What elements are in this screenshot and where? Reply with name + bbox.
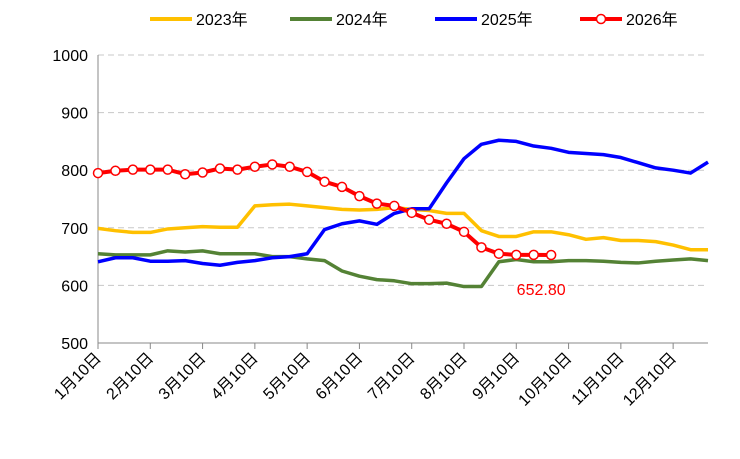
point-marker: [127, 164, 139, 175]
y-tick-label: 700: [61, 221, 88, 238]
y-tick-label: 900: [61, 106, 88, 123]
point-marker: [371, 198, 383, 209]
x-tick-label: 3月10日: [156, 350, 210, 404]
y-tick-label: 1000: [52, 48, 88, 65]
point-marker: [110, 165, 121, 177]
point-marker: [249, 161, 261, 172]
point-marker: [232, 164, 243, 175]
x-tick-label: 6月10日: [313, 350, 367, 404]
point-marker: [336, 181, 348, 193]
legend-label: 2025年: [481, 11, 533, 29]
point-marker: [493, 248, 505, 259]
point-marker: [476, 242, 487, 253]
point-marker: [511, 249, 522, 261]
y-tick-label: 600: [61, 278, 88, 295]
x-tick-label: 1月10日: [51, 350, 105, 404]
legend-label: 2026年: [626, 11, 678, 29]
point-marker: [197, 167, 208, 178]
point-marker: [214, 163, 226, 174]
point-marker: [458, 226, 470, 238]
series-line: [97, 138, 709, 267]
point-marker: [145, 164, 156, 175]
x-tick-label: 11月10日: [569, 350, 628, 409]
point-marker: [545, 249, 557, 261]
point-marker: [92, 167, 104, 179]
point-marker: [441, 218, 452, 230]
x-tick-label: 4月10日: [208, 350, 262, 404]
point-marker: [389, 200, 400, 212]
x-tick-label: 9月10日: [470, 350, 524, 404]
point-marker: [423, 214, 435, 225]
point-marker: [179, 168, 191, 180]
legend-label: 2024年: [336, 11, 388, 29]
x-tick-label: 12月10日: [620, 350, 680, 410]
annotation: 652.80: [517, 282, 566, 299]
x-tick-label: 8月10日: [417, 350, 471, 404]
y-tick-label: 500: [61, 336, 88, 353]
point-marker: [301, 166, 313, 178]
y-tick-label: 800: [61, 163, 88, 180]
point-marker: [162, 164, 173, 175]
point-marker: [354, 190, 365, 202]
legend-label: 2023年: [196, 11, 248, 29]
point-marker: [528, 249, 539, 261]
point-marker: [406, 207, 417, 219]
x-tick-label: 5月10日: [260, 350, 314, 404]
x-tick-label: 10月10日: [516, 350, 576, 410]
series-line: [97, 249, 709, 289]
x-tick-label: 7月10日: [365, 350, 419, 404]
point-marker: [267, 159, 278, 170]
point-marker: [284, 161, 295, 172]
x-tick-label: 2月10日: [104, 350, 158, 404]
legend-marker: [595, 13, 607, 25]
point-marker: [319, 176, 330, 187]
